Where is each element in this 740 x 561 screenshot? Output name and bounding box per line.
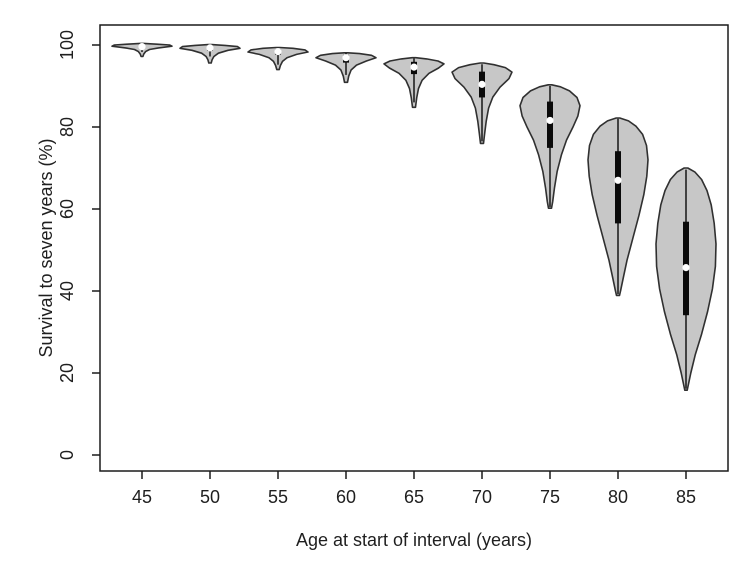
x-tick-label-65: 65 [404,487,424,507]
median-dot-55 [274,47,282,56]
x-tick-label-85: 85 [676,487,696,507]
x-tick-label-50: 50 [200,487,220,507]
median-dot-80 [614,176,622,184]
iqr-box-75 [547,101,553,148]
y-tick-label-40: 40 [57,281,77,301]
median-dot-60 [342,54,350,62]
x-tick-label-55: 55 [268,487,288,507]
y-tick-label-0: 0 [57,450,77,460]
y-tick-label-60: 60 [57,199,77,219]
x-tick-label-80: 80 [608,487,628,507]
y-tick-label-100: 100 [57,30,77,60]
median-dot-45 [138,43,146,51]
x-tick-label-60: 60 [336,487,356,507]
x-tick-label-45: 45 [132,487,152,507]
x-axis-title: Age at start of interval (years) [296,530,532,550]
median-dot-85 [682,264,690,272]
x-tick-label-70: 70 [472,487,492,507]
median-dot-75 [546,116,554,125]
y-tick-label-80: 80 [57,117,77,137]
x-tick-label-75: 75 [540,487,560,507]
iqr-box-80 [615,151,621,224]
y-axis-title: Survival to seven years (%) [36,138,56,357]
y-tick-label-20: 20 [57,363,77,383]
median-dot-50 [206,44,214,52]
median-dot-65 [410,63,418,71]
median-dot-70 [478,80,486,88]
